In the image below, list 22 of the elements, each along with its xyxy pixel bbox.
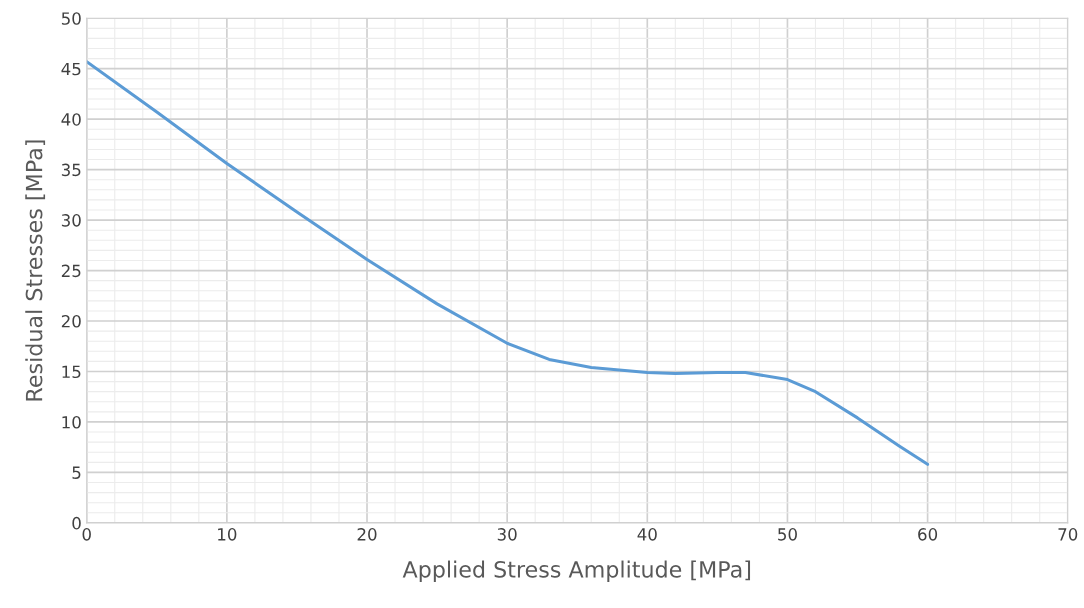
y-tick-label: 15: [62, 365, 81, 379]
x-tick-label: 60: [918, 528, 938, 541]
line-series: [86, 60, 930, 466]
x-tick-label: 10: [218, 528, 237, 541]
y-tick-label: 20: [61, 314, 81, 328]
y-tick-label: 0: [72, 516, 81, 530]
x-tick-label: 40: [637, 528, 657, 541]
x-tick-label: 30: [497, 528, 517, 541]
x-axis-title: Applied Stress Amplitude [MPa]: [402, 560, 751, 583]
y-tick-label: 40: [61, 113, 81, 126]
x-tick-label: 70: [1058, 528, 1078, 541]
y-tick-label: 10: [62, 415, 81, 429]
y-tick-label: 25: [61, 264, 81, 278]
x-tick-label: 20: [357, 528, 377, 541]
y-tick-label: 30: [61, 214, 81, 227]
y-tick-label: 45: [61, 62, 81, 76]
x-tick-label: 50: [778, 528, 797, 541]
y-axis-title: Residual Stresses [MPa]: [25, 140, 46, 401]
y-tick-label: 50: [61, 12, 81, 25]
x-tick-label: 0: [82, 528, 91, 541]
y-tick-label: 5: [72, 466, 81, 479]
y-tick-label: 35: [61, 163, 81, 177]
